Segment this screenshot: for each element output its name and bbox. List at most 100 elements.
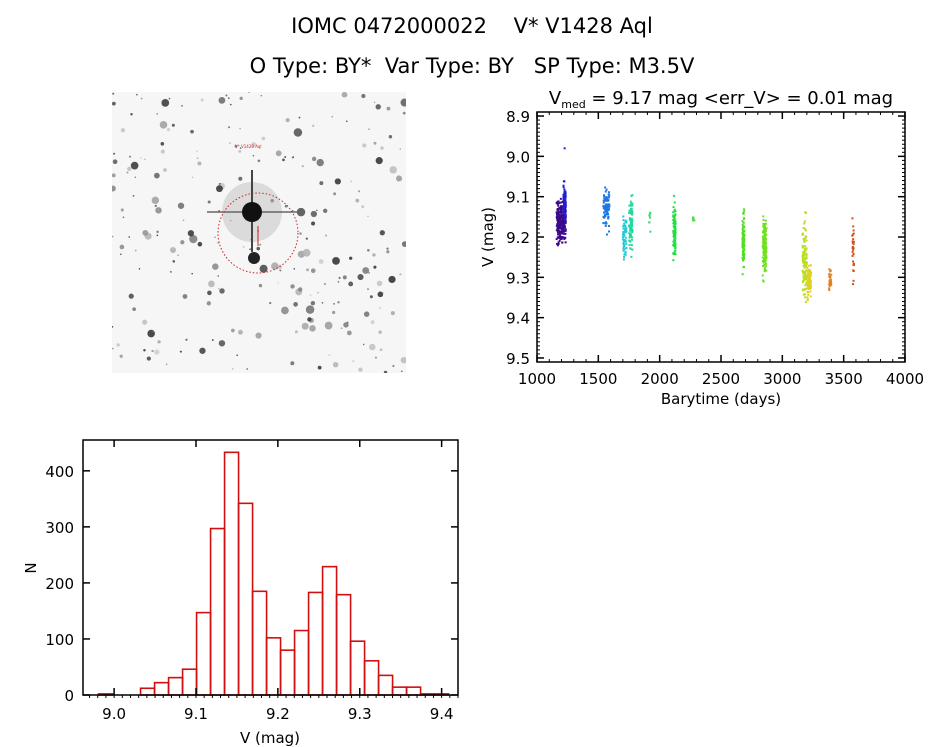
data-point — [807, 278, 810, 281]
data-point — [765, 248, 768, 251]
data-point — [563, 237, 566, 240]
data-point — [558, 217, 561, 220]
data-point — [563, 223, 566, 226]
data-point — [673, 215, 676, 218]
star — [294, 330, 298, 334]
data-point — [564, 218, 567, 221]
data-point — [604, 199, 607, 202]
star — [217, 275, 220, 277]
title-line-1: IOMC 0472000022 V* V1428 Aql — [291, 14, 653, 38]
data-point — [622, 219, 625, 222]
data-point — [559, 233, 562, 236]
star — [151, 349, 154, 353]
x-tick-label: 2500 — [702, 370, 740, 388]
data-point — [648, 214, 651, 217]
y-axis-label: V (mag) — [479, 207, 497, 267]
data-point — [761, 265, 764, 268]
data-point — [852, 269, 855, 272]
data-point — [742, 258, 745, 261]
data-point — [674, 253, 677, 256]
data-point — [556, 242, 559, 245]
star — [375, 104, 381, 110]
data-point — [625, 242, 628, 245]
star — [317, 365, 322, 370]
star — [324, 321, 333, 330]
data-point — [604, 210, 607, 213]
data-point — [559, 197, 562, 200]
data-point — [852, 253, 855, 256]
star — [292, 156, 295, 158]
data-point — [852, 248, 855, 251]
data-point — [674, 237, 677, 240]
star — [367, 215, 369, 218]
star — [231, 328, 235, 333]
star — [134, 176, 137, 179]
star — [219, 288, 225, 294]
data-point — [622, 227, 625, 230]
data-point — [804, 296, 807, 299]
data-point — [630, 236, 633, 239]
data-point — [804, 245, 807, 248]
data-point — [562, 197, 565, 200]
data-point — [851, 240, 854, 243]
star — [211, 339, 214, 341]
star — [119, 244, 125, 250]
star — [156, 230, 159, 234]
star — [231, 368, 234, 370]
data-point — [804, 265, 807, 268]
data-point — [803, 257, 806, 260]
data-point — [604, 196, 607, 199]
data-point — [624, 231, 627, 234]
data-point — [603, 216, 606, 219]
histogram-bar — [293, 629, 310, 696]
x-tick-label: 4000 — [886, 370, 924, 388]
star — [142, 229, 149, 236]
star — [136, 93, 138, 96]
data-point — [673, 220, 676, 223]
x-tick-label: 9.4 — [430, 705, 454, 723]
y-tick-label: 9.0 — [506, 148, 530, 166]
data-point — [763, 222, 766, 225]
star — [197, 241, 203, 247]
data-point — [558, 239, 561, 242]
star — [239, 127, 241, 130]
data-point — [742, 248, 745, 251]
data-point — [559, 211, 562, 214]
data-point — [622, 230, 625, 233]
data-point — [604, 186, 607, 189]
data-point — [560, 228, 563, 231]
data-point — [761, 241, 764, 244]
star — [177, 202, 185, 209]
data-point — [562, 207, 565, 210]
data-point — [604, 190, 607, 193]
data-point — [763, 264, 766, 267]
star — [172, 260, 176, 263]
star — [324, 283, 326, 285]
data-point — [564, 228, 567, 231]
star — [298, 116, 301, 119]
histogram-bar — [349, 640, 366, 696]
star — [239, 147, 242, 149]
data-point — [763, 239, 766, 242]
data-point — [623, 253, 626, 256]
y-tick-label: 200 — [45, 575, 74, 593]
data-point — [628, 209, 631, 212]
data-point — [741, 251, 744, 254]
star — [214, 236, 216, 239]
data-point — [741, 226, 744, 229]
histogram-bar — [265, 637, 282, 696]
data-point — [607, 196, 610, 199]
star — [126, 171, 129, 174]
star — [311, 124, 315, 128]
star — [169, 246, 177, 254]
star — [157, 340, 161, 344]
data-point — [672, 206, 675, 209]
data-point — [851, 233, 854, 236]
data-point — [607, 206, 610, 209]
y-tick-label: 100 — [45, 631, 74, 649]
data-point — [625, 246, 628, 249]
data-point — [628, 224, 631, 227]
data-point — [607, 204, 610, 207]
histogram-bar — [279, 649, 296, 696]
data-point — [761, 231, 764, 234]
